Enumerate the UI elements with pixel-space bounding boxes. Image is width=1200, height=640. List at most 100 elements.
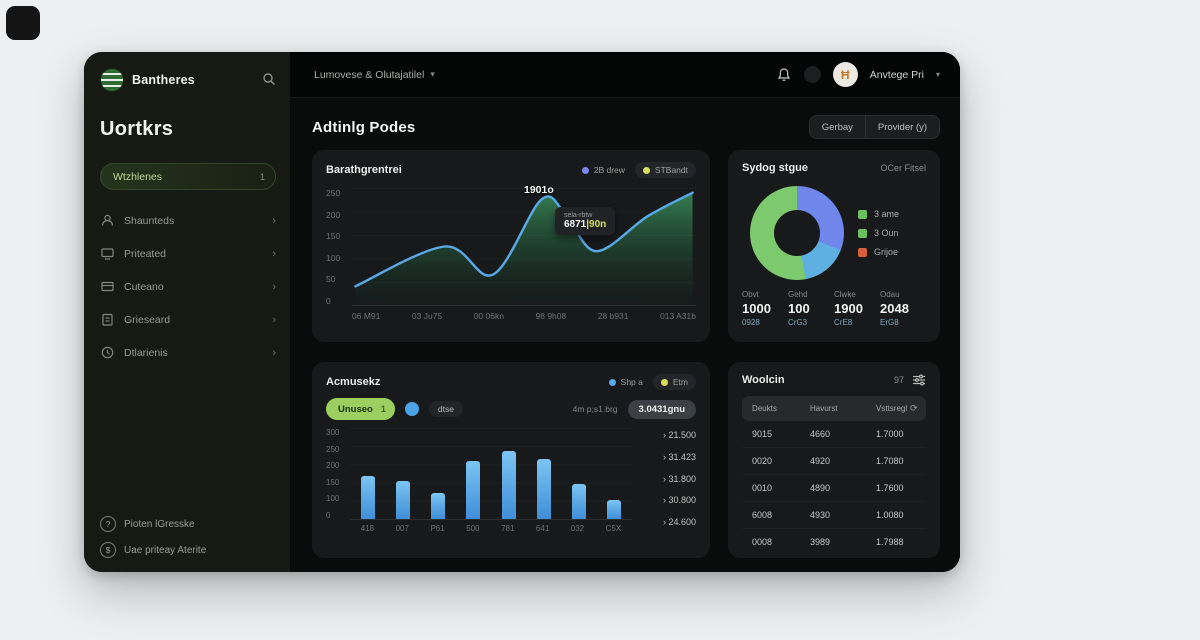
table-cell-0: 0008 [752,537,773,547]
table-card-tools: 97 [894,374,926,386]
table-cell-2: 1.0080 [876,510,904,520]
donut-row: 3 ame 3 Oun Grijoe [742,186,926,280]
table-body: 9015 4660 1.7000 0020 4920 1.7080 0010 4890 1.76… [742,421,926,555]
y-tick: 0 [326,295,331,306]
stat-3: Odau 2048 ErG8 [880,290,926,327]
range-value-button[interactable]: 3.0431gnu [627,399,696,419]
filter-sliders-icon[interactable] [912,374,926,386]
line-chart: 250 200 150 100 50 0 [326,184,696,306]
line-chart-legend: 2B drew STBandt [581,162,696,178]
line-legend-item-1[interactable]: STBandt [634,162,696,178]
table-cell-1: 4890 [810,483,831,493]
table-cell-2: 1.7000 [876,429,904,439]
bar-legend-dot [660,378,668,386]
bar-chart-card: Acmusekz Shp a Etm Unuseo 1 dtse 4m p;s1.… [312,362,710,558]
y-tick: 250 [326,188,341,198]
sidebar-item-4[interactable]: Dtlarienis › [100,338,276,367]
filter-pill-button[interactable]: Unuseo 1 [326,398,395,420]
action-button-1[interactable]: Provider (y) [864,116,939,138]
bar-chart-row: 300 250 200 150 100 0 418 007 P61 500 781 641 032 C5… [326,428,696,533]
table-cell-2: 1.7080 [876,456,904,466]
amount-3: › 30.800 [662,495,696,506]
x-tick: 98 9h08 [535,311,567,321]
sidebar-footer-item-0[interactable]: ? Pioten lGresske [100,516,276,532]
table-row[interactable]: 0008 3989 1.7988 [742,528,926,555]
bar-legend-label: Shp a [620,377,643,387]
donut-legend-item-0[interactable]: 3 ame [858,209,899,219]
refresh-icon[interactable]: ⟳ [910,403,918,413]
bar-legend-item-0[interactable]: Shp a [608,377,643,387]
background-window-corner [6,6,40,40]
sidebar: Bantheres Uortkrs Wtzhlenes 1 Shaunteds ›… [84,52,290,572]
page-action-group: Gerbay Provider (y) [808,115,940,139]
toggle-label-pill[interactable]: dtse [428,401,463,417]
sidebar-item-2[interactable]: Cuteano › [100,272,276,301]
donut-legend-item-2[interactable]: Grijoe [858,247,899,257]
search-icon[interactable] [262,72,276,89]
table-row[interactable]: 9015 4660 1.7000 [742,421,926,447]
y-tick: 50 [326,274,336,285]
donut-card-link[interactable]: OCer Fitsel [880,163,926,173]
donut-legend-swatch [858,209,867,219]
blue-toggle[interactable] [404,402,419,416]
amount-4: › 24.600 [662,517,696,527]
bar-7 [607,499,622,519]
y-tick: 250 [326,444,340,454]
table-card: Woolcin 97 [728,362,940,558]
bar-legend-item-1[interactable]: Etm [652,374,696,390]
chevron-right-icon: › [272,313,276,326]
topbar-right: Ħ Anvtege Pri ▾ [776,62,940,87]
footer-item-label: Uae priteay Aterite [124,544,207,556]
table-row[interactable]: 6008 4930 1.0080 [742,501,926,528]
status-circle-icon[interactable] [803,66,821,83]
donut-legend-swatch [858,228,867,238]
x-tick: 418 [360,524,375,533]
donut-legend-item-1[interactable]: 3 Oun [858,228,899,238]
table-col-0[interactable]: Deukts [752,404,777,413]
x-tick: P61 [430,524,445,533]
stat-value: 1000 [742,301,771,316]
user-menu-caret-icon[interactable]: ▾ [935,70,940,79]
chart-tooltip: sela-rbtw 6871|90n [554,206,616,235]
breadcrumb[interactable]: Lumovese & Olutajatilel ▾ [314,69,435,81]
monitor-icon [100,246,115,261]
x-tick: 641 [535,524,550,533]
content: Adtinlg Podes Gerbay Provider (y) Barath… [290,98,960,572]
card-icon [100,279,115,294]
table-col-2[interactable]: Vsttsregl ⟳ [876,403,918,413]
action-button-0[interactable]: Gerbay [821,121,853,133]
sidebar-active-badge: 1 [259,171,265,182]
footer-item-label: Pioten lGresske [124,518,195,530]
table-row[interactable]: 0010 4890 1.7600 [742,474,926,501]
x-tick: 781 [501,524,515,533]
y-tick: 200 [326,461,340,471]
peak-value-label: 1901o [524,184,554,196]
table-card-header: Woolcin 97 [742,374,926,386]
sidebar-item-label: Priteated [124,247,167,260]
stat-sub: CrE8 [834,318,853,327]
avatar[interactable]: Ħ [832,62,858,87]
table-row[interactable]: 0020 4920 1.7080 [742,447,926,474]
table-card-title: Woolcin [742,374,785,386]
stat-label: Odau [880,290,900,299]
line-card-header: Barathgrentrei 2B drew STBandt [326,162,696,178]
user-name: Anvtege Pri [869,68,924,81]
bar-legend-dot [608,378,616,386]
donut-legend-swatch [858,247,867,257]
table-header-row: Deukts Havurst Vsttsregl ⟳ [742,396,926,421]
bar-5 [536,458,551,519]
bell-icon[interactable] [776,67,792,83]
stat-label: Obvt [742,290,759,299]
sidebar-footer-item-1[interactable]: $ Uae priteay Aterite [100,542,276,558]
table-col-1[interactable]: Havurst [810,404,838,413]
line-legend-item-0[interactable]: 2B drew [581,165,625,175]
sidebar-item-active[interactable]: Wtzhlenes 1 [100,163,276,190]
logo-text: Bantheres [132,73,195,87]
sidebar-item-0[interactable]: Shaunteds › [100,206,276,235]
line-legend-dot [581,166,589,174]
sidebar-item-1[interactable]: Priteated › [100,239,276,268]
table-cell-0: 0010 [752,483,773,493]
page-title: Adtinlg Podes [312,118,416,136]
sidebar-item-3[interactable]: Grieseard › [100,305,276,334]
table-cell-0: 6008 [752,510,773,520]
